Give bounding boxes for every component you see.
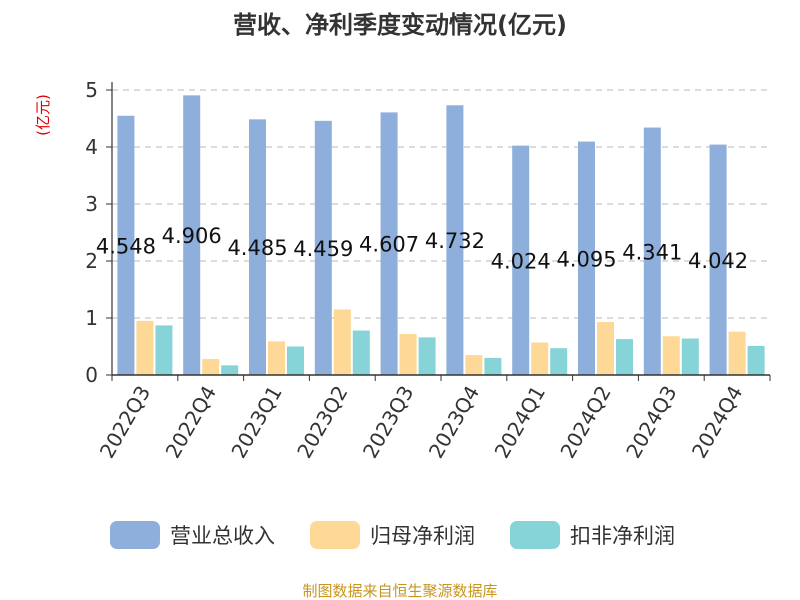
data-label: 4.024 [491,249,551,273]
data-label: 4.607 [359,233,419,257]
y-tick-label: 2 [85,249,98,273]
x-tick-label: 2023Q4 [424,382,484,463]
legend-item[interactable]: 扣非净利润 [510,521,675,549]
bar-扣非净利润[interactable] [418,337,436,375]
bar-归母净利润[interactable] [662,336,680,375]
bar-归母净利润[interactable] [597,321,614,375]
bar-扣非净利润[interactable] [221,365,239,375]
bar-归母净利润[interactable] [399,333,417,375]
bar-营业总收入[interactable] [709,144,727,375]
x-tick-label: 2023Q2 [292,382,352,463]
bar-扣非净利润[interactable] [681,338,699,375]
legend[interactable]: 营业总收入 归母净利润 扣非净利润 [110,521,675,549]
bar-营业总收入[interactable] [117,115,135,375]
legend-label: 营业总收入 [170,524,275,548]
y-tick-label: 4 [85,135,98,159]
bar-营业总收入[interactable] [249,119,266,375]
y-tick-label: 0 [85,363,98,387]
data-label: 4.485 [227,236,287,260]
source-note: 制图数据来自恒生聚源数据库 [302,582,497,600]
y-tick-label: 1 [85,306,98,330]
x-tick-label: 2024Q3 [621,382,681,463]
bar-扣非净利润[interactable] [747,345,765,375]
legend-label: 扣非净利润 [570,524,675,548]
x-tick-label: 2024Q4 [687,382,747,463]
data-label: 4.732 [425,229,485,253]
x-tick-label: 2023Q3 [358,382,418,463]
legend-label: 归母净利润 [370,524,475,548]
y-tick-label: 3 [85,192,98,216]
y-axis-unit: (亿元) [34,94,52,136]
legend-swatch [510,521,560,549]
bar-营业总收入[interactable] [512,145,530,375]
bar-扣非净利润[interactable] [550,348,568,375]
bar-扣非净利润[interactable] [155,325,173,375]
bar-归母净利润[interactable] [268,341,285,375]
bar-扣非净利润[interactable] [287,346,304,376]
y-tick-label: 5 [85,78,98,102]
data-label: 4.095 [556,247,616,271]
chart-title: 营收、净利季度变动情况(亿元) [233,11,567,39]
legend-item[interactable]: 营业总收入 [110,521,275,549]
bar-归母净利润[interactable] [531,342,549,375]
bar-营业总收入[interactable] [380,112,398,375]
bars [117,95,765,376]
legend-swatch [110,521,160,549]
legend-item[interactable]: 归母净利润 [310,521,475,549]
legend-swatch [310,521,360,549]
data-label: 4.906 [162,224,222,248]
bar-归母净利润[interactable] [136,320,154,375]
x-tick-label: 2023Q1 [226,382,286,463]
data-label: 4.459 [293,237,353,261]
bar-扣非净利润[interactable] [616,339,633,375]
bar-营业总收入[interactable] [643,127,661,375]
data-label: 4.042 [688,249,748,273]
x-tick-label: 2022Q3 [95,382,155,463]
bar-归母净利润[interactable] [465,355,483,375]
bar-扣非净利润[interactable] [352,330,370,375]
bar-归母净利润[interactable] [333,309,351,375]
data-label: 4.341 [622,240,682,264]
x-tick-label: 2022Q4 [161,382,221,463]
bar-扣非净利润[interactable] [484,357,502,375]
bar-归母净利润[interactable] [202,359,220,375]
x-tick-label: 2024Q2 [555,382,615,463]
grid-lines [112,89,770,319]
x-tick-label: 2024Q1 [490,382,550,463]
bar-营业总收入[interactable] [446,105,464,375]
bar-营业总收入[interactable] [578,141,595,375]
bar-归母净利润[interactable] [728,331,746,375]
bar-营业总收入[interactable] [183,95,201,375]
bar-营业总收入[interactable] [314,120,332,375]
data-label: 4.548 [96,234,156,258]
